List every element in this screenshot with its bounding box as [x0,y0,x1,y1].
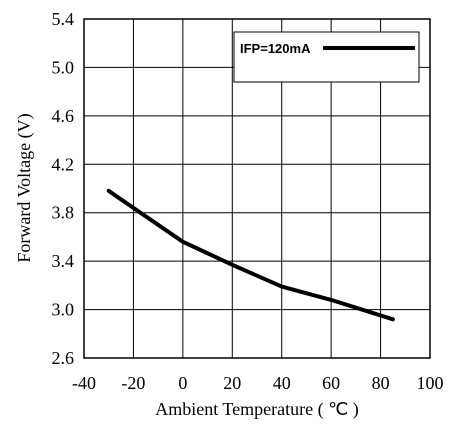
x-tick-label: 40 [273,373,291,393]
y-axis-title: Forward Voltage (V) [14,113,35,262]
y-tick-label: 3.8 [52,203,75,223]
x-tick-label: 0 [178,373,187,393]
x-tick-label: 20 [223,373,241,393]
y-tick-label: 3.4 [52,251,75,271]
x-tick-label: -20 [121,373,145,393]
x-tick-label: 80 [372,373,390,393]
y-tick-label: 3.0 [52,300,75,320]
x-tick-label: 100 [417,373,444,393]
y-tick-label: 4.6 [52,106,75,126]
x-axis-title: Ambient Temperature ( ℃ ) [155,399,359,420]
series-line [106,188,395,322]
x-tick-label: 60 [322,373,340,393]
y-axis-tick-labels: 2.6 3.0 3.4 3.8 4.2 4.6 5.0 5.4 [52,9,75,368]
x-axis-tick-labels: -40 -20 0 20 40 60 80 100 [72,373,444,393]
legend: IFP=120mA [233,31,420,83]
legend-box [233,31,420,83]
y-tick-label: 4.2 [52,154,75,174]
legend-label: IFP=120mA [240,41,311,56]
y-tick-label: 5.4 [52,9,75,29]
y-tick-label: 5.0 [52,57,75,77]
x-tick-label: -40 [72,373,96,393]
plot-area-frame [83,18,431,359]
series-layer [106,188,395,322]
y-tick-label: 2.6 [52,348,75,368]
